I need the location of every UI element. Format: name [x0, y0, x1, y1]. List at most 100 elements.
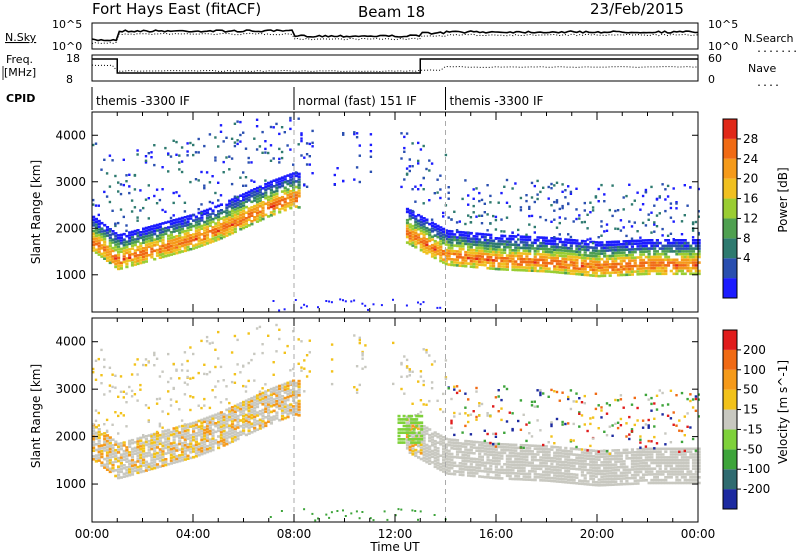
range-cell	[164, 226, 168, 230]
range-cell	[653, 252, 657, 256]
range-cell	[280, 179, 285, 182]
range-cell	[172, 238, 176, 242]
range-cell	[422, 433, 426, 437]
range-cell	[616, 271, 621, 274]
range-cell	[222, 230, 226, 233]
range-cell	[194, 449, 198, 452]
freq-label-2: [MHz]	[4, 66, 36, 79]
range-cell	[425, 432, 429, 435]
range-cell	[558, 221, 561, 225]
range-cell	[403, 355, 406, 358]
range-cell	[264, 421, 268, 425]
range-cell	[297, 388, 301, 391]
range-cell	[500, 242, 504, 246]
range-cell	[661, 258, 665, 262]
nsky-panel-frame	[91, 22, 699, 50]
range-cell	[569, 475, 573, 479]
range-cell	[691, 221, 695, 224]
range-cell	[494, 468, 498, 471]
range-cell	[114, 460, 118, 463]
range-cell	[94, 409, 98, 412]
range-cell	[519, 452, 523, 455]
range-cell	[239, 205, 243, 209]
range-cell	[247, 218, 251, 222]
range-cell	[258, 219, 262, 222]
range-cell	[92, 455, 96, 458]
range-cell	[111, 232, 115, 236]
range-cell	[558, 260, 562, 263]
range-cell	[130, 244, 135, 248]
range-cell	[483, 439, 486, 443]
range-cell	[636, 479, 640, 482]
range-cell	[583, 201, 586, 205]
range-cell	[483, 211, 486, 214]
range-cell	[444, 446, 448, 449]
range-cell	[172, 249, 176, 253]
range-cell	[603, 461, 607, 464]
range-cell	[205, 436, 210, 440]
range-cell	[669, 250, 673, 253]
range-cell	[217, 446, 221, 450]
range-cell	[303, 156, 306, 159]
range-cell	[280, 204, 285, 207]
range-cell	[633, 250, 637, 254]
range-cell	[103, 463, 107, 467]
range-cell	[494, 476, 498, 480]
range-cell	[455, 464, 460, 468]
range-cell	[619, 460, 623, 463]
range-cell	[430, 243, 435, 247]
range-cell	[92, 440, 96, 444]
range-cell	[628, 256, 632, 260]
range-cell	[200, 452, 204, 456]
range-cell	[308, 155, 311, 158]
range-cell	[217, 221, 221, 224]
range-cell	[194, 223, 198, 227]
range-cell	[122, 258, 126, 261]
range-cell	[139, 448, 143, 451]
range-cell	[508, 469, 512, 472]
range-cell	[567, 455, 571, 459]
range-cell	[650, 261, 654, 264]
range-cell	[611, 469, 615, 472]
range-cell	[122, 183, 125, 187]
range-cell	[469, 460, 473, 463]
range-cell	[211, 201, 214, 205]
range-cell	[691, 236, 695, 239]
range-cell	[178, 194, 181, 198]
range-cell	[205, 445, 210, 448]
range-cell	[269, 144, 273, 147]
range-cell	[653, 241, 657, 245]
range-cell	[153, 257, 157, 261]
range-cell	[189, 422, 193, 426]
range-cell	[97, 424, 100, 427]
range-cell	[419, 248, 423, 252]
range-cell	[611, 246, 615, 249]
range-cell	[611, 483, 615, 486]
range-cell	[614, 260, 618, 263]
range-cell	[197, 236, 201, 240]
range-cell	[186, 243, 190, 246]
range-cell	[525, 475, 529, 479]
range-cell	[597, 274, 601, 278]
range-cell	[486, 247, 490, 250]
range-cell	[175, 223, 179, 227]
range-cell	[492, 405, 495, 408]
range-cell	[578, 245, 582, 248]
range-cell	[528, 258, 532, 261]
range-cell	[641, 258, 646, 262]
range-cell	[517, 238, 520, 241]
range-cell	[142, 255, 146, 258]
range-cell	[133, 243, 137, 247]
range-cell	[591, 268, 596, 272]
range-cell	[489, 264, 493, 267]
range-cell	[422, 219, 426, 223]
range-cell	[114, 457, 118, 461]
range-cell	[405, 435, 410, 439]
range-cell	[433, 431, 437, 434]
range-cell	[144, 443, 148, 447]
range-cell	[272, 373, 275, 376]
range-cell	[233, 230, 237, 234]
range-cell	[539, 269, 543, 273]
range-cell	[636, 470, 640, 474]
range-cell	[561, 260, 565, 263]
